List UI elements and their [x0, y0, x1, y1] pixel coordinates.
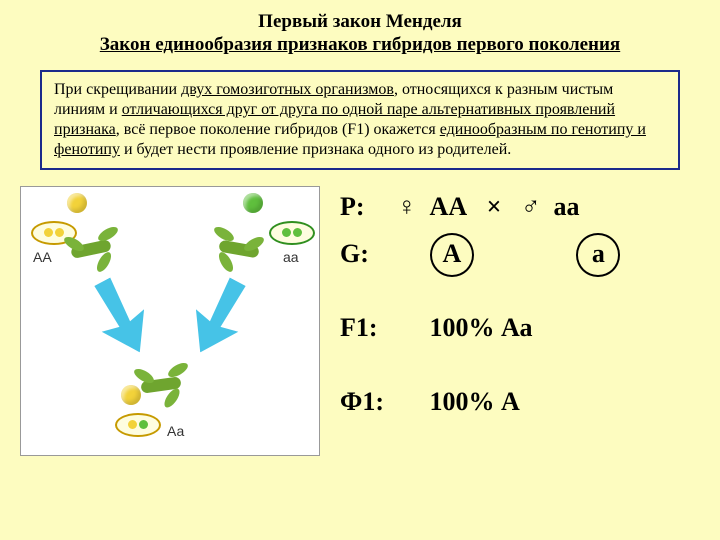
mini-pea-icon [44, 228, 53, 237]
illus-label-left: АА [33, 249, 52, 265]
parent-female-genotype: АА [430, 192, 468, 221]
gamete-pair-icon [115, 413, 161, 437]
spacer [340, 357, 616, 373]
scheme-row-gametes: G: А а [340, 235, 616, 273]
f1-label: F1: [340, 313, 378, 342]
mini-pea-icon [139, 420, 148, 429]
cross-symbol: × [487, 192, 502, 221]
phi1-label: Ф1: [340, 387, 384, 416]
title-line1: Первый закон Менделя [0, 0, 720, 34]
title-line2: Закон единообразия признаков гибридов пе… [0, 34, 720, 56]
pea-icon [243, 193, 263, 213]
gamete-circle: А [434, 235, 470, 273]
scheme-row-f1: F1: 100% Аа [340, 309, 616, 347]
leaf-icon [166, 360, 190, 380]
g-label: G: [340, 239, 369, 268]
gamete-a-upper: А [443, 239, 462, 268]
def-p1: При скрещивании [54, 81, 181, 98]
def-p4: и будет нести проявление признака одного… [120, 141, 511, 158]
pea-icon [121, 385, 141, 405]
gamete-circle: а [580, 235, 616, 273]
illus-label-bottom: Аа [167, 423, 184, 439]
illustration: АА аа Аа [20, 186, 320, 456]
mini-pea-icon [282, 228, 291, 237]
mini-pea-icon [55, 228, 64, 237]
male-symbol: ♂ [521, 192, 541, 221]
scheme-row-phi1: Ф1: 100% А [340, 383, 616, 421]
gamete-pair-icon [269, 221, 315, 245]
arrow-icon [76, 267, 167, 366]
parent-male-genotype: аа [553, 192, 579, 221]
gamete-a-lower: а [592, 239, 605, 268]
spacer [340, 283, 616, 299]
arrow-icon [174, 267, 265, 366]
illus-label-right: аа [283, 249, 299, 265]
f1-value: 100% Аа [430, 313, 533, 342]
content-row: АА аа Аа P: ♀ АА × ♂ аа [0, 180, 720, 456]
def-u1: двух гомозиготных организмов [181, 81, 394, 98]
p-label: P: [340, 192, 365, 221]
definition-box: При скрещивании двух гомозиготных органи… [40, 70, 680, 170]
phi1-value: 100% А [430, 387, 520, 416]
mini-pea-icon [293, 228, 302, 237]
female-symbol: ♀ [397, 192, 417, 221]
cross-scheme: P: ♀ АА × ♂ аа G: А а F1: 100% Аа Ф1: 10… [340, 188, 616, 456]
scheme-row-parents: P: ♀ АА × ♂ аа [340, 188, 616, 226]
pea-icon [67, 193, 87, 213]
def-p3: , всё первое поколение гибридов (F1) ока… [116, 121, 440, 138]
mini-pea-icon [128, 420, 137, 429]
